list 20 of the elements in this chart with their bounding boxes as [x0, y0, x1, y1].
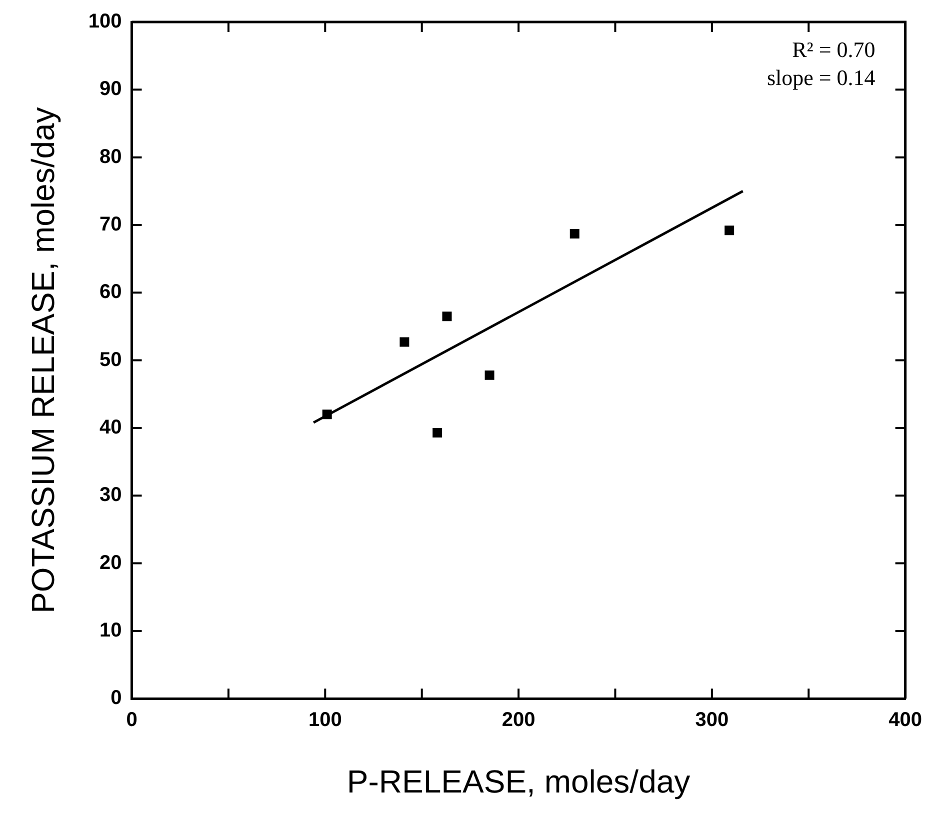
y-tick-label: 80 [100, 146, 122, 168]
x-tick-label: 200 [502, 709, 536, 732]
annotation: slope = 0.14 [766, 64, 876, 90]
y-tick-label: 50 [100, 348, 122, 371]
annotation: R² = 0.70 [792, 36, 876, 62]
y-tick-label: 20 [100, 552, 122, 574]
y-tick-label: 10 [100, 619, 122, 642]
x-tick-label: 400 [888, 709, 922, 732]
y-axis-title: POTASSIUM RELEASE, moles/day [25, 107, 62, 614]
x-tick-label: 100 [308, 709, 342, 732]
x-tick-label: 300 [695, 709, 729, 732]
x-tick-label: 0 [126, 709, 138, 732]
y-tick-label: 60 [100, 281, 122, 304]
y-tick-label: 40 [100, 416, 122, 438]
y-tick-label: 70 [100, 213, 122, 236]
y-tick-label: 100 [88, 10, 122, 33]
y-tick-label: 90 [100, 78, 122, 100]
x-axis-title: P-RELEASE, moles/day [346, 764, 690, 800]
y-tick-label: 0 [110, 687, 122, 710]
y-tick-label: 30 [100, 484, 122, 506]
